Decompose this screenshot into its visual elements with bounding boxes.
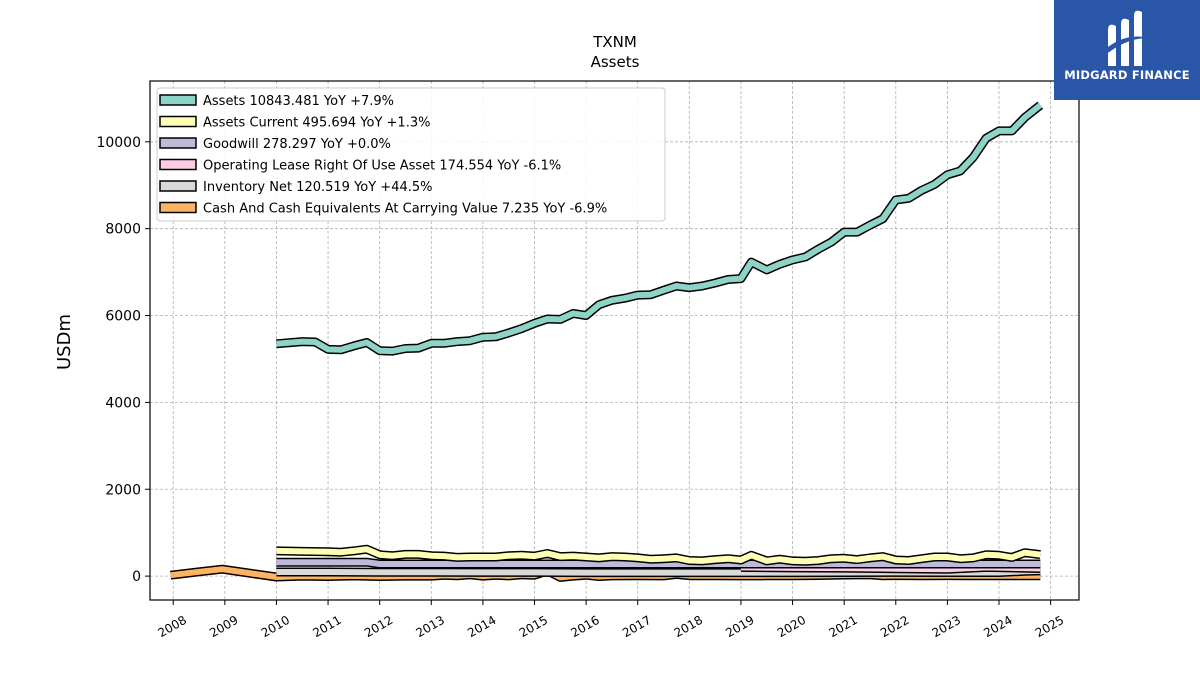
plot-frame xyxy=(149,80,1080,601)
legend-swatch xyxy=(159,180,197,192)
legend-swatch xyxy=(159,94,197,106)
legend-entry: Goodwill 278.297 YoY +0.0% xyxy=(203,137,391,152)
series-line xyxy=(276,546,1041,565)
chart-title: TXNM xyxy=(592,33,637,51)
x-tick-label: 2022 xyxy=(878,613,911,640)
series-line xyxy=(276,102,1043,355)
legend-box xyxy=(156,87,666,222)
y-tick-label: 10000 xyxy=(96,135,141,151)
midgard-logo-icon xyxy=(1104,10,1148,67)
x-tick-label: 2011 xyxy=(310,613,343,640)
legend-entry: Cash And Cash Equivalents At Carrying Va… xyxy=(203,202,607,217)
y-tick-label: 0 xyxy=(132,569,141,585)
y-tick-label: 6000 xyxy=(105,309,141,325)
legend-entry: Assets Current 495.694 YoY +1.3% xyxy=(203,116,430,131)
y-tick-label: 8000 xyxy=(105,222,141,238)
legend-swatch xyxy=(159,137,197,149)
x-tick-label: 2013 xyxy=(414,613,447,640)
legend-entry: Operating Lease Right Of Use Asset 174.5… xyxy=(203,159,561,174)
legend-swatch xyxy=(159,115,197,128)
x-tick-label: 2010 xyxy=(259,613,292,640)
legend-entry: Assets 10843.481 YoY +7.9% xyxy=(203,94,394,109)
x-tick-label: 2015 xyxy=(517,613,550,640)
brand-logo: MIDGARD FINANCE xyxy=(1054,0,1200,100)
legend-swatch xyxy=(159,158,197,171)
x-tick-label: 2024 xyxy=(981,613,1014,640)
brand-name: MIDGARD FINANCE xyxy=(1064,68,1190,82)
x-tick-label: 2023 xyxy=(930,613,963,640)
chart-subtitle: Assets xyxy=(591,53,640,71)
y-tick-label: 2000 xyxy=(105,482,141,498)
x-tick-label: 2014 xyxy=(465,613,498,640)
x-tick-label: 2019 xyxy=(723,613,756,640)
x-tick-label: 2012 xyxy=(362,613,395,640)
x-tick-label: 2025 xyxy=(1033,613,1066,640)
x-tick-label: 2008 xyxy=(155,613,188,640)
legend-swatch xyxy=(159,201,197,214)
x-tick-label: 2016 xyxy=(568,613,601,640)
series-line xyxy=(276,567,1041,576)
x-tick-label: 2021 xyxy=(826,613,859,640)
x-tick-label: 2017 xyxy=(620,613,653,640)
x-tick-label: 2020 xyxy=(775,613,808,640)
y-axis-label: USDm xyxy=(54,314,75,370)
x-tick-label: 2018 xyxy=(672,613,705,640)
y-tick-label: 4000 xyxy=(105,395,141,411)
x-tick-label: 2009 xyxy=(207,613,240,640)
legend-entry: Inventory Net 120.519 YoY +44.5% xyxy=(203,180,433,195)
